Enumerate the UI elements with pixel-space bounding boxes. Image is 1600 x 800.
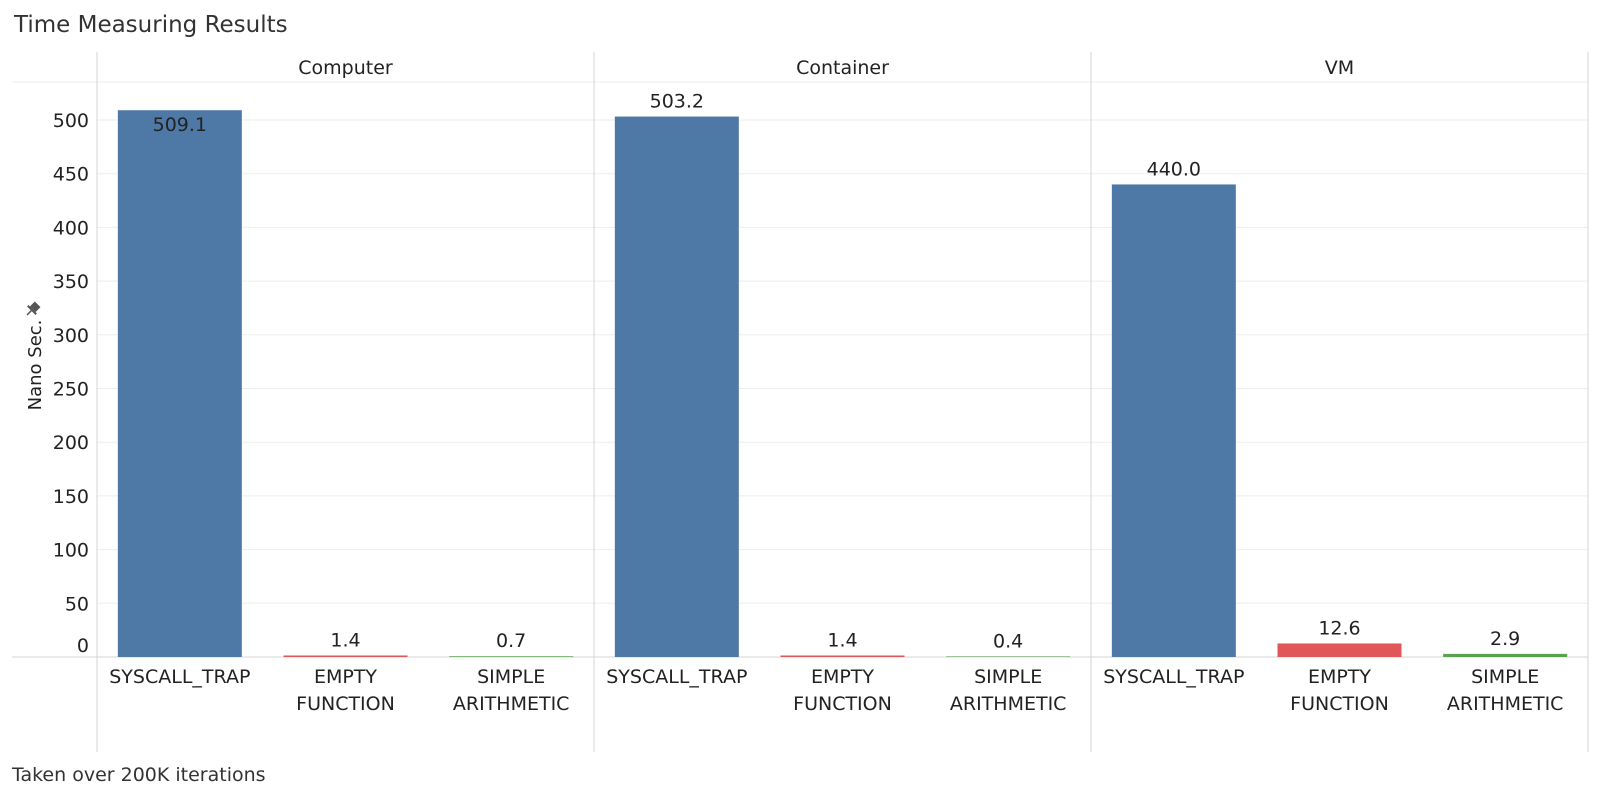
y-tick-label: 350 [53, 271, 89, 293]
bar [780, 655, 905, 657]
data-label: 2.9 [1490, 628, 1520, 650]
y-tick-label: 100 [53, 540, 89, 562]
bar [283, 655, 408, 657]
x-tick-label: SIMPLE [1471, 666, 1539, 688]
x-tick-label: EMPTY [314, 666, 377, 688]
data-label: 1.4 [827, 629, 857, 651]
bar [614, 116, 739, 657]
bar [1277, 643, 1402, 657]
y-tick-label: 0 [77, 635, 89, 657]
x-tick-label: EMPTY [1308, 666, 1371, 688]
panel-header-container: Container [796, 57, 889, 79]
x-tick-label: ARITHMETIC [950, 693, 1067, 715]
x-tick-label: SIMPLE [974, 666, 1042, 688]
y-tick-label: 150 [53, 486, 89, 508]
pin-icon [26, 301, 41, 316]
bar [117, 110, 242, 657]
y-tick-label: 50 [65, 593, 89, 615]
x-tick-label: ARITHMETIC [1447, 693, 1564, 715]
data-label: 503.2 [650, 91, 704, 113]
y-tick-label: 250 [53, 379, 89, 401]
data-label: 12.6 [1318, 617, 1360, 639]
data-label: 1.4 [330, 629, 360, 651]
y-tick-label: 300 [53, 325, 89, 347]
footnote: Taken over 200K iterations [12, 764, 266, 786]
y-axis-title: Nano Sec. [25, 320, 46, 411]
bar [449, 656, 574, 657]
y-tick-label: 500 [53, 110, 89, 132]
bar [946, 656, 1071, 657]
x-tick-label: SYSCALL_TRAP [606, 666, 747, 688]
y-tick-label: 450 [53, 164, 89, 186]
x-tick-label: ARITHMETIC [453, 693, 570, 715]
panel-header-vm: VM [1325, 57, 1354, 79]
chart-title: Time Measuring Results [14, 12, 288, 38]
x-tick-label: SYSCALL_TRAP [1103, 666, 1244, 688]
data-label: 509.1 [153, 114, 207, 136]
y-tick-label: 200 [53, 432, 89, 454]
bar [1111, 184, 1236, 657]
y-tick-label: 400 [53, 217, 89, 239]
data-label: 440.0 [1147, 158, 1201, 180]
bar [1443, 653, 1568, 657]
x-tick-label: SYSCALL_TRAP [109, 666, 250, 688]
x-tick-label: FUNCTION [1290, 693, 1389, 715]
x-tick-label: FUNCTION [793, 693, 892, 715]
panel-header-computer: Computer [298, 57, 393, 79]
x-tick-label: FUNCTION [296, 693, 395, 715]
data-label: 0.4 [993, 631, 1023, 653]
x-tick-label: SIMPLE [477, 666, 545, 688]
data-label: 0.7 [496, 630, 526, 652]
x-tick-label: EMPTY [811, 666, 874, 688]
